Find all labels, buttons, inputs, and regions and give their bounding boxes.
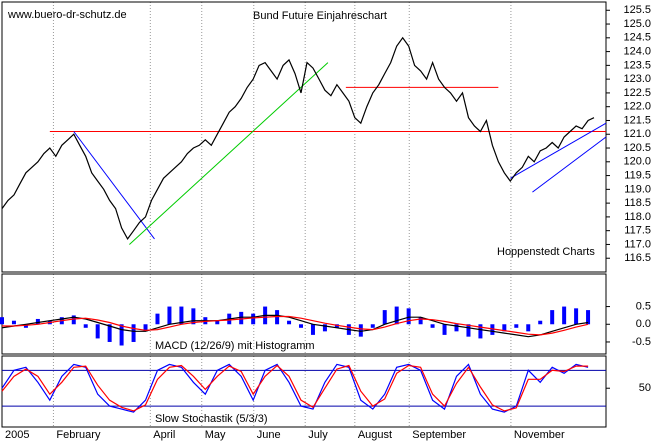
x-tick-label: November [514, 429, 565, 441]
y-tick-label: 116.5 [624, 252, 651, 264]
histogram-bar [526, 324, 531, 332]
y-tick-label: -0.5 [632, 336, 651, 348]
y-tick-label: 118.5 [624, 197, 651, 209]
y-tick-label: 125.5 [623, 4, 651, 16]
y-tick-label: 122.5 [623, 87, 651, 99]
series-line [1, 363, 589, 413]
y-tick-label: 0.5 [636, 300, 651, 312]
histogram-bar [454, 324, 459, 332]
y-tick-label: 118.0 [624, 211, 651, 223]
histogram-bar [310, 324, 315, 335]
histogram-bar [334, 324, 339, 328]
trend-line [129, 62, 329, 245]
x-tick-label: June [257, 429, 281, 441]
histogram-bar [119, 324, 124, 346]
y-tick-label: 123.0 [623, 73, 651, 85]
y-tick-label: 119.5 [624, 169, 651, 181]
histogram-bar [299, 324, 304, 328]
y-tick-label: 120.0 [623, 156, 651, 168]
histogram-bar [275, 310, 280, 325]
histogram-bar [322, 324, 327, 332]
y-tick-label: 125.0 [623, 18, 651, 30]
x-tick-label: February [56, 429, 101, 441]
histogram-bar [562, 306, 567, 325]
y-tick-label: 124.5 [623, 32, 651, 44]
y-tick-label: 119.0 [624, 183, 651, 195]
histogram-bar [155, 313, 160, 325]
histogram-bar [478, 324, 483, 339]
histogram-bar [215, 320, 220, 325]
series-line [2, 315, 589, 336]
histogram-bar [131, 324, 136, 342]
y-tick-label: 0.0 [636, 318, 651, 330]
histogram-bar [550, 310, 555, 325]
y-tick-label: 124.0 [623, 45, 651, 57]
watermark: www.buero-dr-schutz.de [7, 9, 127, 21]
histogram-bar [382, 310, 387, 325]
histogram-bar [251, 313, 256, 325]
y-tick-label: 117.0 [624, 238, 651, 250]
histogram-bar [574, 308, 579, 325]
histogram-bar [586, 310, 591, 325]
series-line [1, 36, 595, 241]
histogram-bar [287, 320, 292, 325]
histogram-bar [418, 317, 423, 325]
series-line [1, 314, 589, 338]
x-tick-label: April [153, 429, 175, 441]
histogram-bar [107, 324, 112, 342]
histogram-bar [23, 324, 28, 328]
histogram-bar [0, 317, 4, 325]
y-tick-label: 121.0 [623, 128, 651, 140]
x-tick-label: July [308, 429, 328, 441]
x-tick-label: 2005 [5, 429, 29, 441]
histogram-bar [95, 324, 100, 339]
histogram-bar [430, 324, 435, 328]
panel-title: MACD (12/26/9) mit Histogramm [155, 340, 315, 352]
histogram-bar [11, 320, 16, 325]
y-tick-label: 120.5 [623, 142, 651, 154]
histogram-bar [442, 324, 447, 335]
histogram-bar [502, 324, 507, 332]
histogram-bar [538, 320, 543, 325]
histogram-bar [191, 308, 196, 325]
histogram-bar [167, 306, 172, 325]
histogram-bar [406, 308, 411, 325]
histogram-bar [358, 324, 363, 337]
series-line [1, 364, 589, 412]
annotation: Hoppenstedt Charts [497, 246, 595, 258]
y-tick-label: 121.5 [623, 114, 651, 126]
histogram-bar [179, 306, 184, 325]
histogram-bar [71, 315, 76, 325]
histogram-bar [239, 311, 244, 325]
histogram-bar [83, 324, 88, 328]
histogram-bar [394, 306, 399, 325]
histogram-bar [466, 324, 471, 337]
histogram-bar [514, 324, 519, 328]
panel-title: Slow Stochastik (5/3/3) [155, 413, 268, 425]
chart-title: Bund Future Einjahreschart [253, 10, 387, 22]
x-tick-label: August [358, 429, 392, 441]
histogram-bar [490, 324, 495, 335]
trend-line [532, 136, 607, 193]
histogram-bar [143, 324, 148, 332]
x-tick-label: September [412, 429, 466, 441]
y-tick-label: 123.5 [623, 59, 651, 71]
panel-frame [1, 273, 607, 355]
y-tick-label: 50 [639, 382, 651, 394]
y-tick-label: 122.0 [623, 101, 651, 113]
trend-line [510, 122, 607, 179]
y-tick-label: 117.5 [624, 225, 651, 237]
x-tick-label: May [205, 429, 226, 441]
panel-frame [1, 355, 607, 428]
histogram-bar [35, 318, 40, 325]
histogram-bar [370, 324, 375, 328]
